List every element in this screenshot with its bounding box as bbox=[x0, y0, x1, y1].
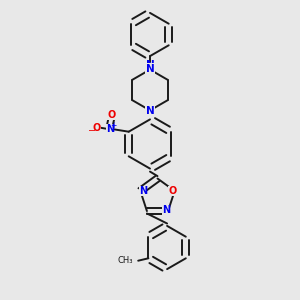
Text: N: N bbox=[146, 64, 154, 74]
Text: N: N bbox=[139, 186, 147, 196]
Text: N: N bbox=[146, 106, 154, 116]
Text: +: + bbox=[110, 121, 117, 130]
Text: CH₃: CH₃ bbox=[117, 256, 133, 265]
Text: N: N bbox=[106, 124, 114, 134]
Text: −: − bbox=[88, 126, 97, 136]
Text: N: N bbox=[146, 59, 154, 70]
Text: O: O bbox=[107, 110, 116, 121]
Text: N: N bbox=[162, 206, 170, 215]
Text: O: O bbox=[168, 186, 176, 196]
Text: O: O bbox=[92, 123, 101, 133]
